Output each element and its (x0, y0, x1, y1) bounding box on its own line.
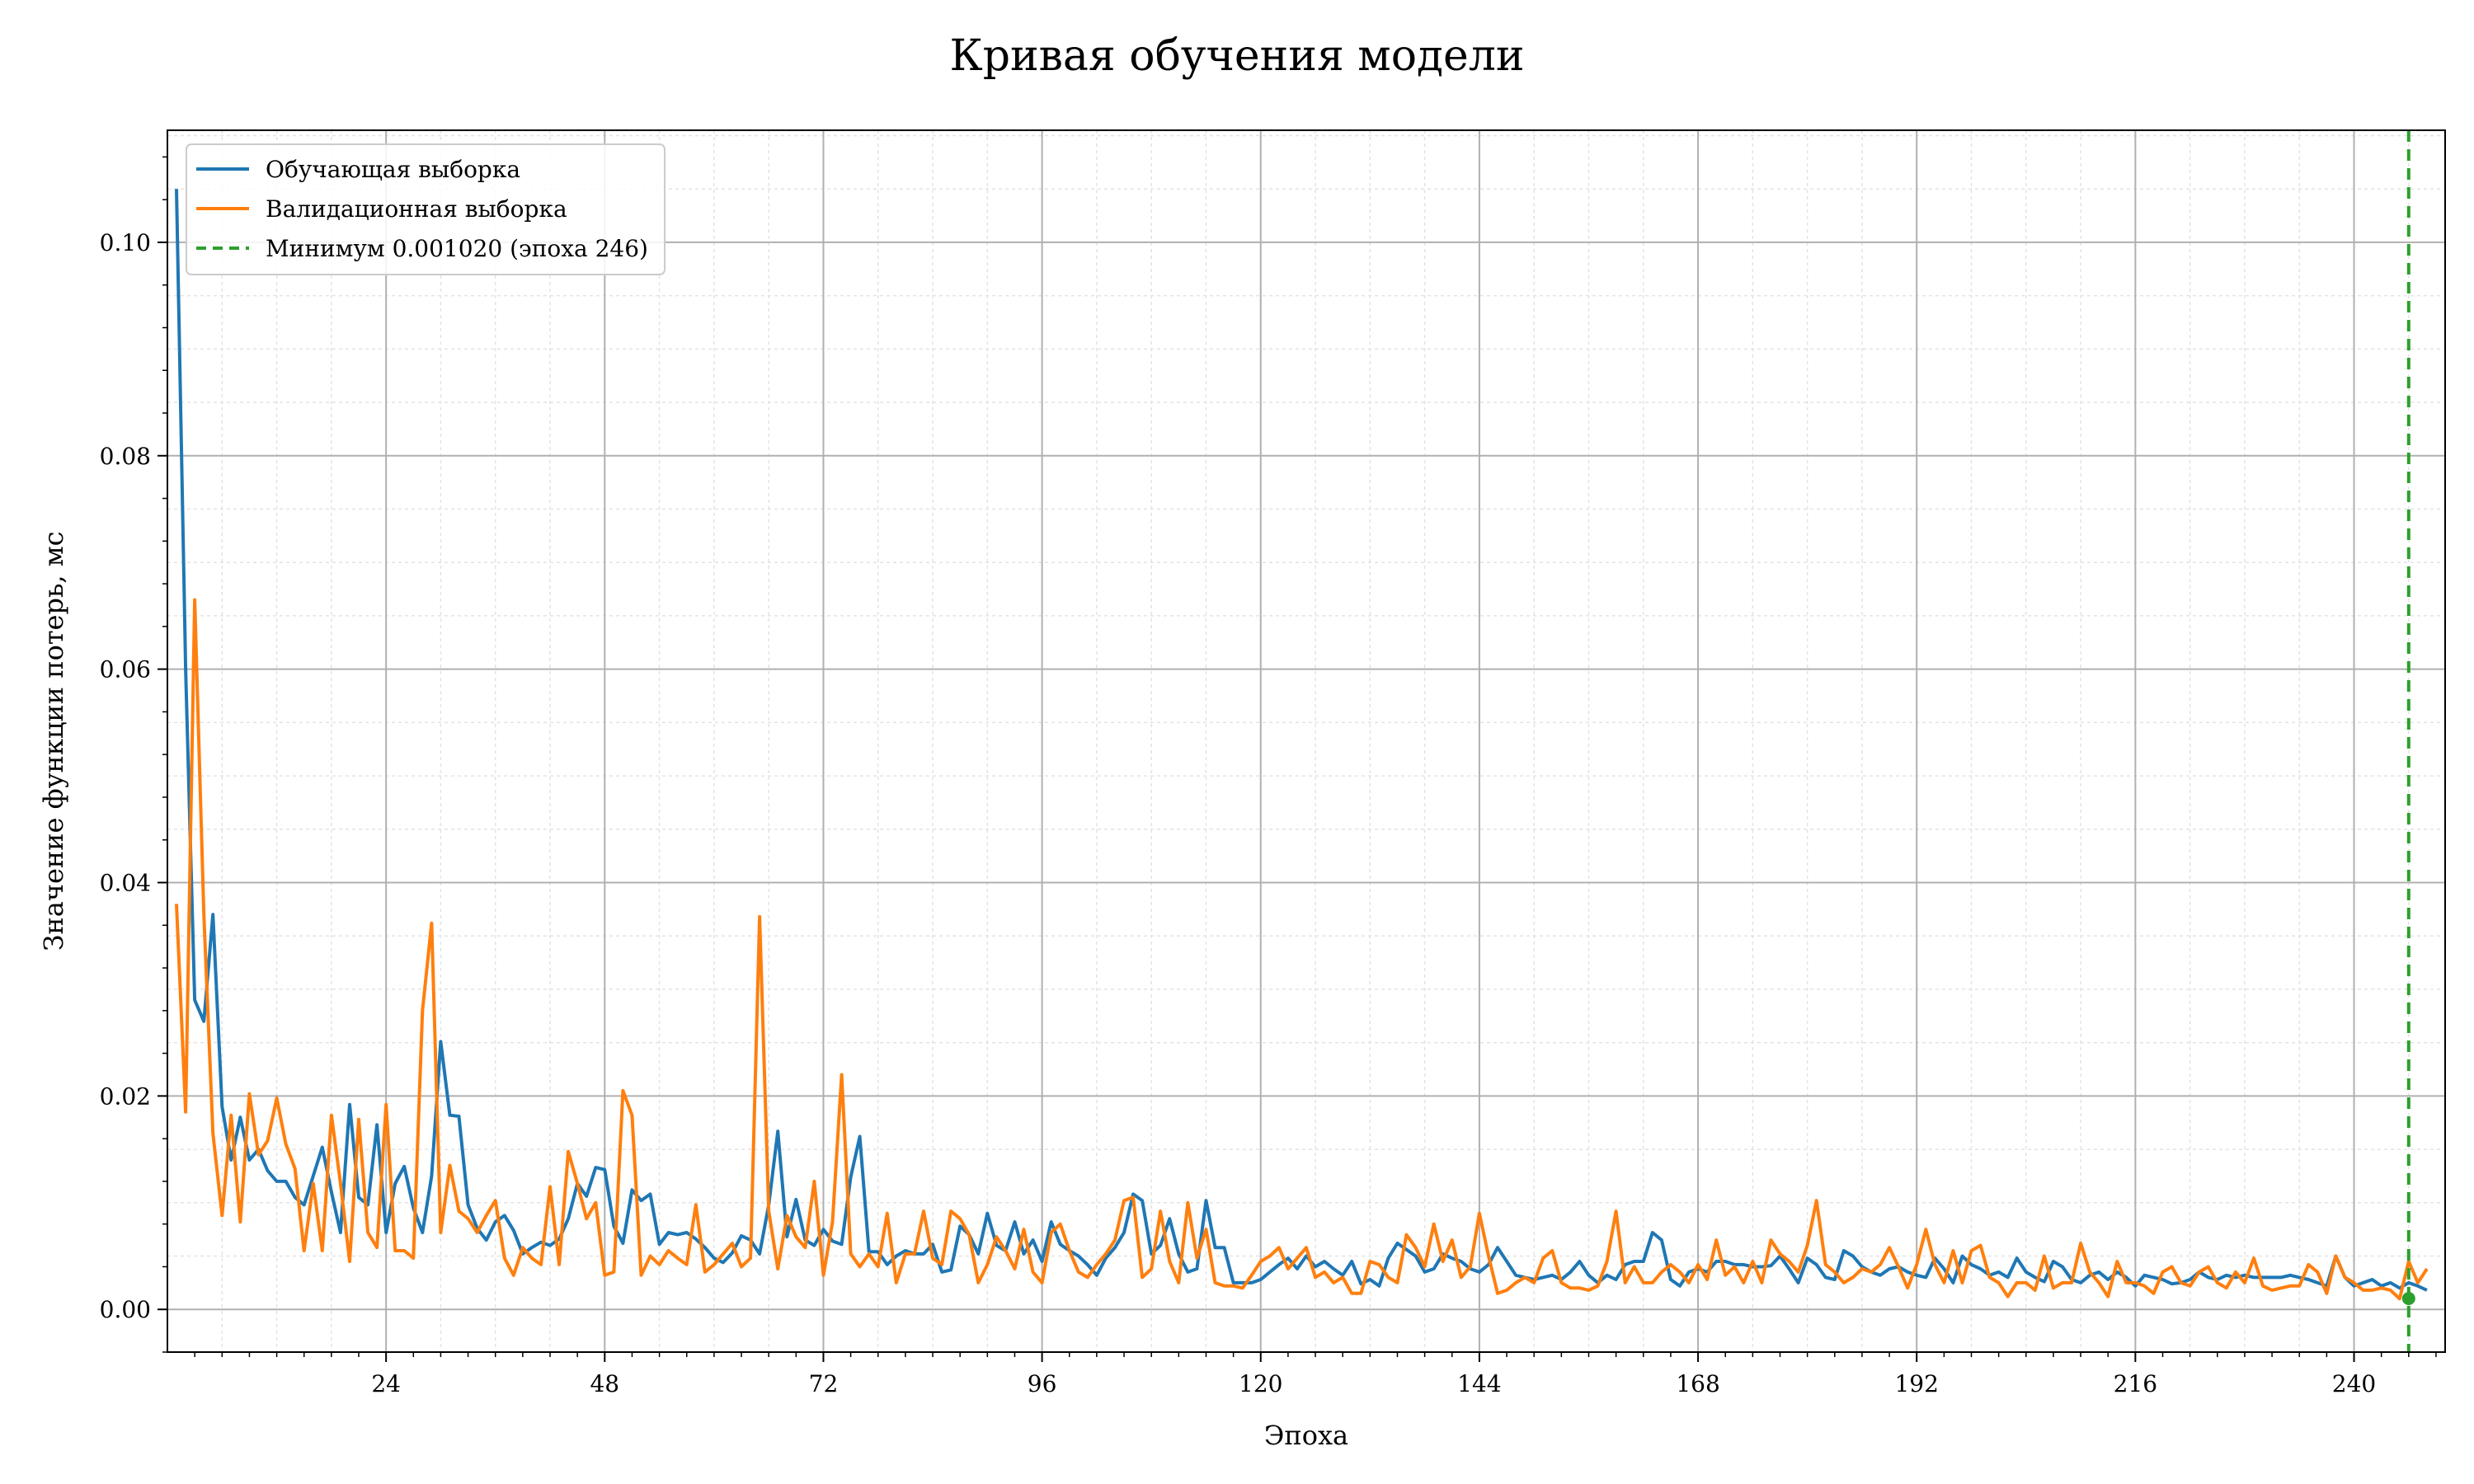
x-tick-label: 168 (1676, 1370, 1719, 1397)
plot-frame (167, 129, 2446, 1353)
train-loss-line (175, 189, 2428, 1292)
legend-label-validation: Валидационная выборка (266, 195, 567, 223)
x-tick-label: 216 (2114, 1370, 2157, 1397)
y-tick-label: 0.02 (100, 1082, 151, 1110)
x-tick-label: 96 (1028, 1370, 1057, 1397)
validation-loss-line (175, 598, 2429, 1301)
minor-grid (167, 130, 2445, 1352)
y-tick-label: 0.10 (100, 229, 151, 256)
x-axis-label: Эпоха (1264, 1420, 1348, 1451)
x-tick-label: 120 (1239, 1370, 1282, 1397)
x-tick-label: 72 (809, 1370, 839, 1397)
legend-label-train: Обучающая выборка (266, 156, 520, 183)
chart-title: Кривая обучения модели (949, 31, 1525, 81)
x-tick-label: 240 (2332, 1370, 2376, 1397)
legend: Обучающая выборка Валидационная выборка … (186, 143, 666, 275)
y-tick-label: 0.04 (100, 869, 151, 896)
y-tick-label: 0.06 (100, 656, 151, 683)
y-tick-label: 0.00 (100, 1296, 151, 1323)
legend-label-minimum: Минимум 0.001020 (эпоха 246) (266, 235, 648, 262)
x-tick-label: 48 (590, 1370, 619, 1397)
y-axis-label: Значение функции потерь, мс (38, 531, 69, 951)
x-tick-label: 144 (1457, 1370, 1501, 1397)
minimum-marker (2401, 130, 2415, 1352)
minimum-point (2401, 1292, 2415, 1306)
legend-box (186, 143, 666, 275)
y-tick-label: 0.08 (100, 443, 151, 470)
major-grid (167, 130, 2445, 1352)
x-tick-label: 192 (1894, 1370, 1938, 1397)
x-tick-label: 24 (371, 1370, 401, 1397)
series-layer (175, 189, 2429, 1301)
axis-ticks: 24 48 72 96 120 144 168 192 216 240 0.00 0.02 0.04 0.… (100, 156, 2437, 1397)
